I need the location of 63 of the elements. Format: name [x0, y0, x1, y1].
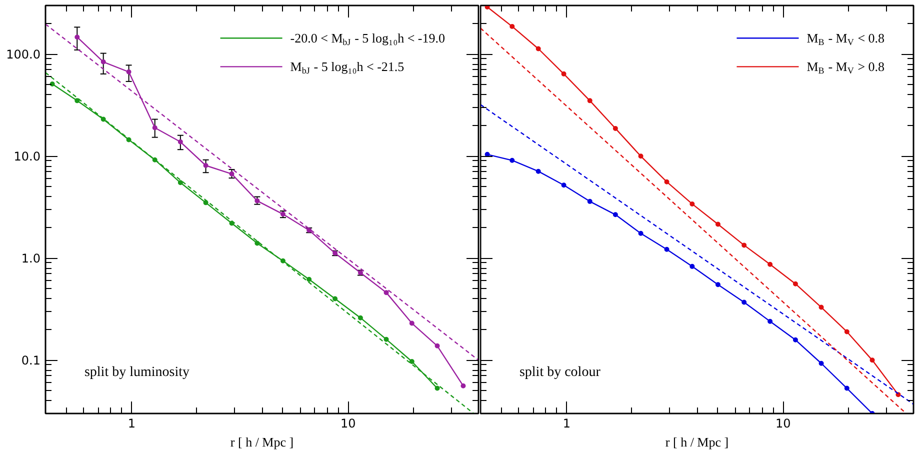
- x-axis-title: r [ h / Mpc ]: [665, 434, 729, 450]
- point: [587, 198, 592, 204]
- point: [536, 168, 541, 174]
- point: [715, 222, 720, 227]
- y-tick-label: 10.0: [14, 150, 40, 164]
- point: [612, 212, 618, 218]
- point: [638, 154, 644, 159]
- x-tick-label: 10: [776, 416, 791, 430]
- point: [203, 163, 208, 168]
- point: [384, 336, 389, 342]
- point: [638, 230, 644, 236]
- point: [100, 59, 106, 64]
- point: [536, 46, 541, 52]
- point: [768, 318, 773, 324]
- point: [792, 281, 798, 286]
- point: [561, 71, 566, 76]
- point: [742, 300, 747, 305]
- point: [818, 304, 824, 310]
- point: [768, 262, 773, 267]
- point: [50, 82, 55, 86]
- y-tick-label: 100.0: [6, 48, 41, 62]
- point: [484, 6, 490, 10]
- point: [409, 320, 414, 326]
- point: [792, 337, 798, 342]
- x-tick-label: 1: [562, 416, 570, 430]
- x-tick-label: 1: [128, 416, 136, 430]
- point: [844, 386, 850, 391]
- point: [434, 386, 440, 391]
- point: [870, 358, 875, 363]
- point: [844, 329, 850, 334]
- point: [818, 360, 824, 366]
- point: [664, 246, 670, 252]
- point: [664, 179, 670, 184]
- point: [409, 359, 414, 364]
- point: [74, 98, 80, 104]
- point: [358, 315, 363, 320]
- x-tick-label: 10: [340, 416, 356, 430]
- point: [126, 69, 132, 74]
- annotation: split by colour: [519, 365, 601, 380]
- point: [306, 276, 312, 282]
- point: [74, 34, 80, 40]
- point: [254, 240, 260, 246]
- point: [742, 242, 747, 248]
- point: [715, 282, 720, 288]
- point: [152, 125, 158, 130]
- point: [510, 24, 515, 29]
- point: [690, 201, 695, 206]
- point: [690, 264, 695, 269]
- point: [561, 182, 566, 188]
- x-axis-title: r [ h / Mpc ]: [230, 434, 294, 450]
- point: [384, 290, 389, 296]
- point: [178, 180, 183, 186]
- y-tick-label: 1.0: [21, 252, 41, 266]
- annotation: split by luminosity: [84, 365, 190, 380]
- point: [434, 343, 440, 348]
- point: [229, 171, 234, 176]
- point: [612, 126, 618, 131]
- y-tick-label: 0.1: [21, 354, 41, 368]
- point: [510, 158, 515, 163]
- point: [332, 296, 338, 302]
- point: [460, 383, 466, 388]
- point: [587, 98, 592, 104]
- point: [178, 139, 183, 144]
